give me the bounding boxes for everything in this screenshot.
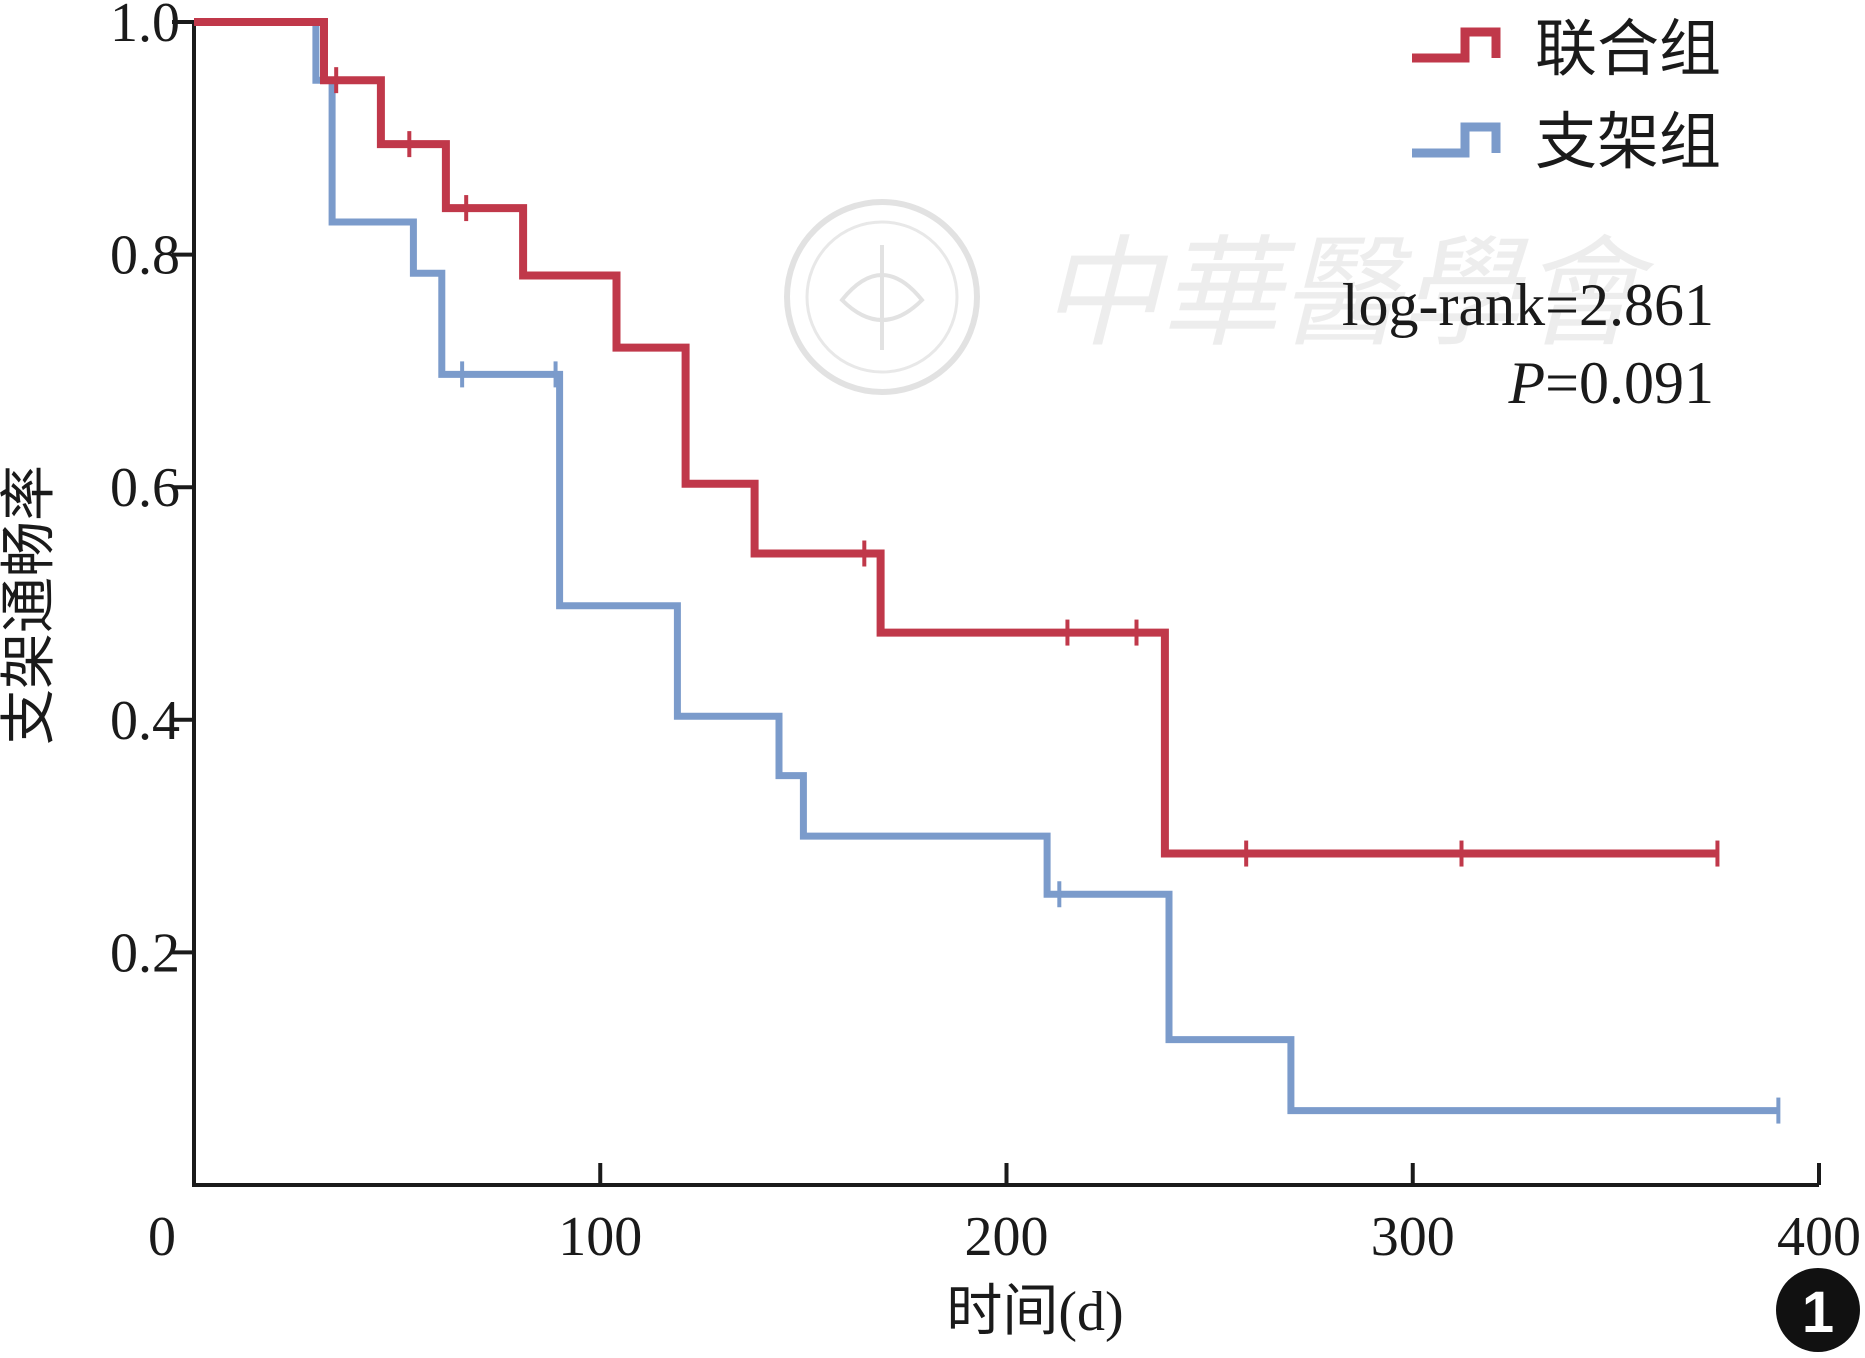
p-value-symbol: P bbox=[1508, 350, 1546, 416]
legend-item-stent: 支架组 bbox=[1412, 109, 1721, 177]
x-axis-title: 时间(d) bbox=[946, 1281, 1123, 1343]
legend-label-stent: 支架组 bbox=[1535, 109, 1721, 177]
series-stent bbox=[194, 18, 1781, 1124]
axes bbox=[192, 22, 1819, 1187]
y-tick-label: 0.6 bbox=[110, 457, 180, 519]
watermark-text: 中華醫學會 bbox=[1040, 228, 1655, 361]
panel-label-number: 1 bbox=[1802, 1280, 1834, 1345]
y-tick-label: 0.2 bbox=[110, 922, 180, 984]
x-tick-label: 100 bbox=[558, 1206, 642, 1268]
y-axis-title: 支架通畅率 bbox=[0, 465, 61, 745]
legend-swatch-combined bbox=[1412, 27, 1501, 63]
y-tick-label: 0.4 bbox=[110, 690, 180, 752]
series-combined bbox=[194, 18, 1720, 867]
y-ticks: 0.2 0.4 0.6 0.8 1.0 bbox=[110, 0, 194, 984]
survival-step-line bbox=[194, 18, 1718, 858]
y-tick-label: 0.8 bbox=[110, 225, 180, 287]
p-value-stat: P=0.091 bbox=[1508, 350, 1715, 416]
p-value-number: =0.091 bbox=[1545, 350, 1714, 416]
log-rank-stat: log-rank=2.861 bbox=[1342, 272, 1714, 338]
watermark-seal-icon bbox=[784, 199, 980, 395]
legend-item-combined: 联合组 bbox=[1412, 16, 1721, 84]
legend-label-combined: 联合组 bbox=[1535, 16, 1721, 84]
watermark: 中華醫學會 bbox=[784, 199, 1655, 395]
y-tick-label: 1.0 bbox=[110, 0, 180, 54]
x-tick-label: 0 bbox=[148, 1206, 176, 1268]
legend: 联合组 支架组 bbox=[1412, 16, 1721, 177]
x-tick-label: 200 bbox=[965, 1206, 1049, 1268]
series-layer bbox=[194, 18, 1781, 1124]
x-tick-label: 300 bbox=[1371, 1206, 1455, 1268]
panel-label-badge: 1 bbox=[1776, 1268, 1860, 1352]
legend-swatch-stent bbox=[1412, 122, 1501, 158]
survival-step-line bbox=[194, 18, 1779, 1115]
x-ticks: 0 100 200 300 400 bbox=[148, 1163, 1861, 1268]
x-tick-label: 400 bbox=[1777, 1206, 1861, 1268]
